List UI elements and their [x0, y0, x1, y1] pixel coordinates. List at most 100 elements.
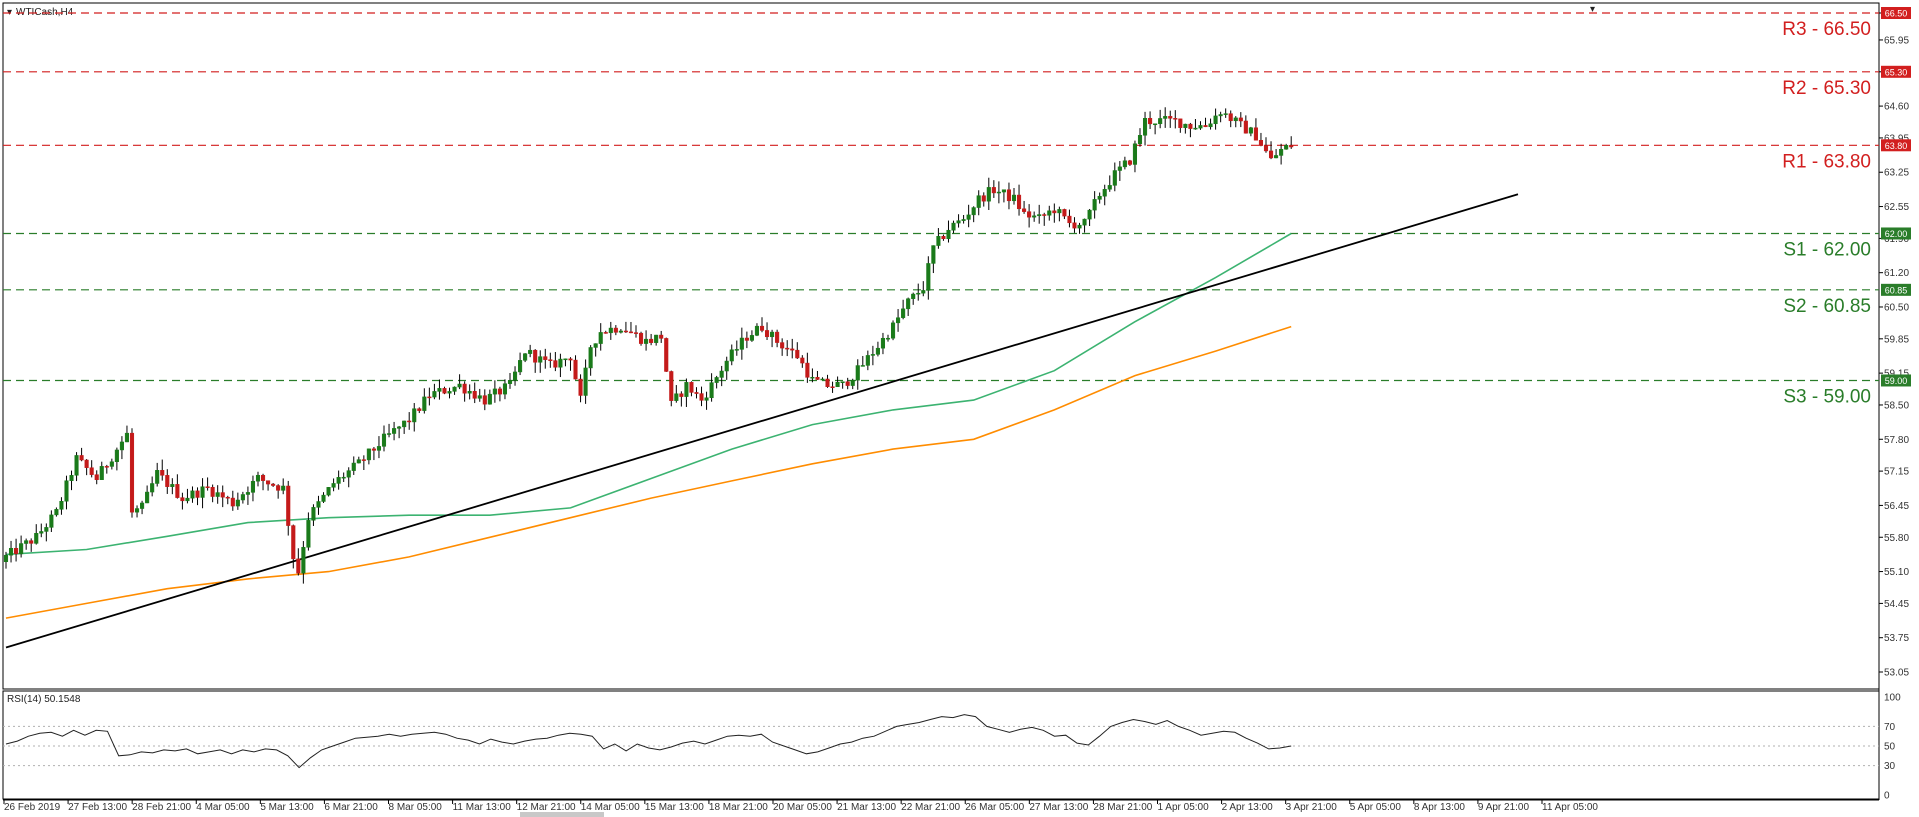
candle — [628, 321, 634, 334]
candle — [890, 320, 896, 341]
candle-body — [956, 220, 961, 224]
candle — [1284, 143, 1289, 150]
candle — [366, 448, 371, 465]
candle-body — [1132, 143, 1138, 165]
candle — [644, 330, 649, 351]
candle-body — [225, 496, 230, 499]
candle-body — [1173, 118, 1178, 120]
candle — [392, 421, 397, 441]
candle — [1011, 187, 1017, 205]
level-label: S2 - 60.85 — [1783, 296, 1871, 317]
candle — [104, 464, 109, 474]
candle — [160, 459, 165, 481]
candle — [74, 452, 79, 482]
candle-body — [457, 383, 462, 388]
candle-body — [326, 487, 331, 496]
candle — [306, 512, 311, 551]
level-price-box-text: 62.00 — [1885, 229, 1908, 239]
candle — [165, 469, 170, 494]
candle-body — [140, 502, 145, 509]
candle-body — [538, 356, 543, 363]
candle — [1107, 175, 1112, 192]
candle-body — [200, 486, 205, 498]
level-price-box-text: 60.85 — [1885, 285, 1908, 295]
candle-body — [442, 388, 447, 394]
candle — [921, 281, 926, 297]
time-axis: 26 Feb 2019 27 Feb 13:00 28 Feb 21:00 4 Mar… — [3, 800, 1598, 813]
price-tick-label: 57.80 — [1884, 435, 1909, 446]
time-tick-label: 14 Mar 05:00 — [581, 802, 640, 813]
price-axis: 66.5065.9565.3064.6063.9563.2562.5561.90… — [1879, 9, 1909, 679]
level-label: R3 - 66.50 — [1782, 19, 1871, 40]
candle — [936, 228, 941, 249]
candle-body — [981, 195, 986, 202]
level-price-box-bg — [1881, 65, 1911, 78]
chart-menu-icon[interactable]: ▾ — [1590, 4, 1595, 15]
candle — [195, 487, 200, 506]
candle — [638, 331, 644, 346]
candle-body — [669, 371, 674, 401]
candle-body — [880, 337, 886, 349]
price-tick-label: 53.75 — [1884, 633, 1909, 644]
price-tick-label: 63.25 — [1884, 168, 1909, 179]
time-tick-label: 8 Mar 05:00 — [389, 802, 443, 813]
candle-body — [628, 331, 634, 334]
candle-body — [1208, 123, 1213, 128]
candle — [397, 425, 402, 439]
candle-body — [1268, 150, 1274, 159]
candle-body — [785, 347, 790, 350]
candle — [563, 358, 568, 367]
candle-body — [1077, 224, 1082, 229]
time-tick-label: 5 Apr 05:00 — [1350, 802, 1402, 813]
candle-body — [1022, 208, 1027, 212]
candle-body — [1001, 189, 1006, 193]
candle — [512, 366, 518, 386]
candle-body — [281, 485, 286, 491]
candle-body — [749, 335, 754, 341]
time-tick-label: 5 Mar 13:00 — [260, 802, 314, 813]
time-tick-label: 28 Mar 21:00 — [1093, 802, 1152, 813]
level-price-box-bg — [1881, 283, 1911, 296]
candle — [1077, 222, 1082, 234]
candle-body — [260, 474, 266, 481]
candle — [754, 323, 760, 337]
candle — [946, 220, 951, 243]
price-tick-label: 59.15 — [1884, 369, 1909, 380]
candle — [1243, 115, 1248, 134]
candle — [759, 317, 765, 333]
candle-body — [8, 547, 14, 556]
candle — [1263, 137, 1269, 153]
candle-body — [1117, 166, 1122, 171]
candle-body — [341, 476, 346, 479]
candle-body — [321, 494, 326, 502]
candle — [482, 389, 487, 411]
candle-body — [104, 466, 109, 468]
candle-body — [1193, 127, 1198, 130]
candle-body — [240, 494, 245, 501]
candle — [255, 471, 261, 487]
candle — [815, 370, 820, 380]
level-label: S3 - 59.00 — [1783, 386, 1871, 407]
candle — [170, 478, 175, 495]
candle-body — [34, 533, 39, 544]
trendline-layer — [5, 193, 1519, 649]
candle-body — [94, 474, 99, 480]
candle — [1142, 111, 1148, 146]
candle-body — [810, 376, 815, 379]
candle-body — [825, 378, 830, 387]
level-price-box-bg — [1881, 7, 1911, 19]
candle-body — [235, 499, 240, 507]
candle — [89, 460, 94, 478]
candle — [518, 352, 523, 376]
candle-body — [926, 263, 931, 291]
candle — [1027, 204, 1032, 228]
level-price-box-bg — [1881, 374, 1911, 387]
time-tick-label: 28 Feb 21:00 — [132, 802, 191, 813]
chart-scroll-marker[interactable] — [520, 812, 604, 817]
candle — [996, 181, 1001, 204]
candle — [553, 352, 558, 372]
candle — [1168, 110, 1173, 128]
candle — [578, 374, 583, 403]
candle — [991, 180, 996, 198]
candle-body — [911, 293, 916, 299]
